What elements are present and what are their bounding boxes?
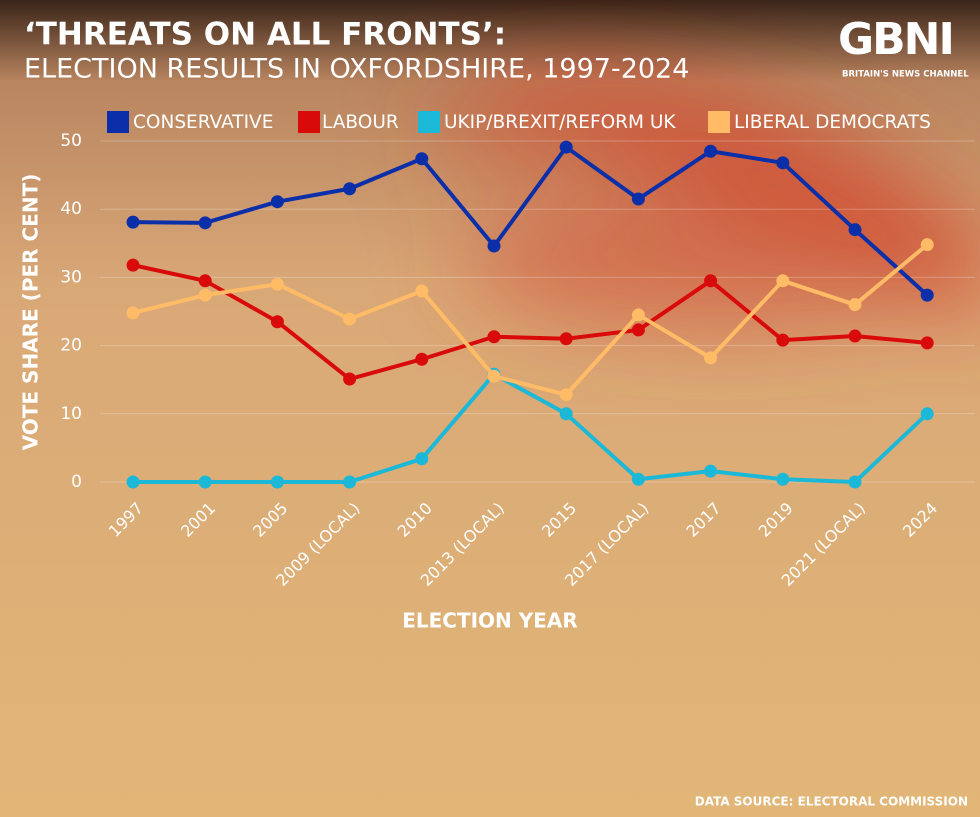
logo-tagline: BRITAIN'S NEWS CHANNEL bbox=[842, 70, 969, 80]
chart-title: ‘THREATS ON ALL FRONTS’: bbox=[24, 17, 506, 53]
data-point bbox=[487, 239, 501, 253]
data-point bbox=[126, 258, 140, 272]
legend-swatch bbox=[298, 111, 320, 133]
data-point bbox=[198, 216, 212, 230]
y-tick-label: 40 bbox=[60, 199, 82, 219]
data-point bbox=[704, 351, 718, 365]
data-point bbox=[920, 288, 934, 302]
y-tick-label: 20 bbox=[60, 336, 82, 356]
data-point bbox=[343, 372, 357, 386]
data-point bbox=[920, 336, 934, 350]
data-point bbox=[487, 369, 501, 383]
x-axis-label: ELECTION YEAR bbox=[402, 609, 578, 633]
data-point bbox=[126, 306, 140, 320]
y-tick-label: 30 bbox=[60, 267, 82, 287]
data-point bbox=[270, 195, 284, 209]
data-point bbox=[559, 140, 573, 154]
data-point bbox=[198, 288, 212, 302]
logo: GBNI bbox=[838, 14, 953, 65]
legend-label: LIBERAL DEMOCRATS bbox=[734, 112, 931, 133]
data-point bbox=[704, 144, 718, 158]
legend-swatch bbox=[107, 111, 129, 133]
data-point bbox=[920, 238, 934, 252]
data-point bbox=[415, 284, 429, 298]
data-point bbox=[559, 388, 573, 402]
chart-subtitle: ELECTION RESULTS IN OXFORDSHIRE, 1997-20… bbox=[24, 54, 689, 85]
data-point bbox=[920, 407, 934, 421]
data-point bbox=[776, 333, 790, 347]
y-tick-label: 0 bbox=[71, 472, 82, 492]
data-point bbox=[198, 475, 212, 489]
data-point bbox=[848, 475, 862, 489]
data-point bbox=[126, 475, 140, 489]
data-point bbox=[776, 156, 790, 170]
legend-label: LABOUR bbox=[322, 112, 399, 133]
data-point bbox=[343, 475, 357, 489]
data-point bbox=[848, 298, 862, 312]
data-point bbox=[631, 308, 645, 322]
data-point bbox=[776, 472, 790, 486]
series-line bbox=[132, 263, 928, 382]
data-point bbox=[415, 152, 429, 166]
data-point bbox=[415, 452, 429, 466]
data-point bbox=[270, 475, 284, 489]
y-axis-label: VOTE SHARE (PER CENT) bbox=[19, 174, 43, 451]
data-point bbox=[487, 330, 501, 344]
data-point bbox=[631, 192, 645, 206]
data-point bbox=[198, 274, 212, 288]
y-tick-label: 50 bbox=[60, 131, 82, 151]
data-point bbox=[704, 274, 718, 288]
data-point bbox=[631, 472, 645, 486]
legend-label: UKIP/BREXIT/REFORM UK bbox=[444, 112, 676, 133]
data-point bbox=[631, 323, 645, 337]
y-tick-label: 10 bbox=[60, 404, 82, 424]
source-note: DATA SOURCE: ELECTORAL COMMISSION bbox=[695, 795, 968, 809]
data-point bbox=[415, 352, 429, 366]
data-point bbox=[343, 182, 357, 196]
legend-swatch bbox=[708, 111, 730, 133]
data-point bbox=[848, 223, 862, 237]
series-line bbox=[132, 243, 929, 397]
series-line bbox=[132, 145, 929, 297]
series-line bbox=[133, 372, 929, 484]
data-point bbox=[343, 312, 357, 326]
data-point bbox=[559, 332, 573, 346]
data-point bbox=[704, 464, 718, 478]
data-point bbox=[126, 215, 140, 229]
legend-label: CONSERVATIVE bbox=[133, 112, 273, 133]
data-point bbox=[776, 274, 790, 288]
data-point bbox=[848, 329, 862, 343]
data-point bbox=[559, 407, 573, 421]
data-point bbox=[270, 315, 284, 329]
legend-swatch bbox=[418, 111, 440, 133]
data-point bbox=[270, 277, 284, 291]
